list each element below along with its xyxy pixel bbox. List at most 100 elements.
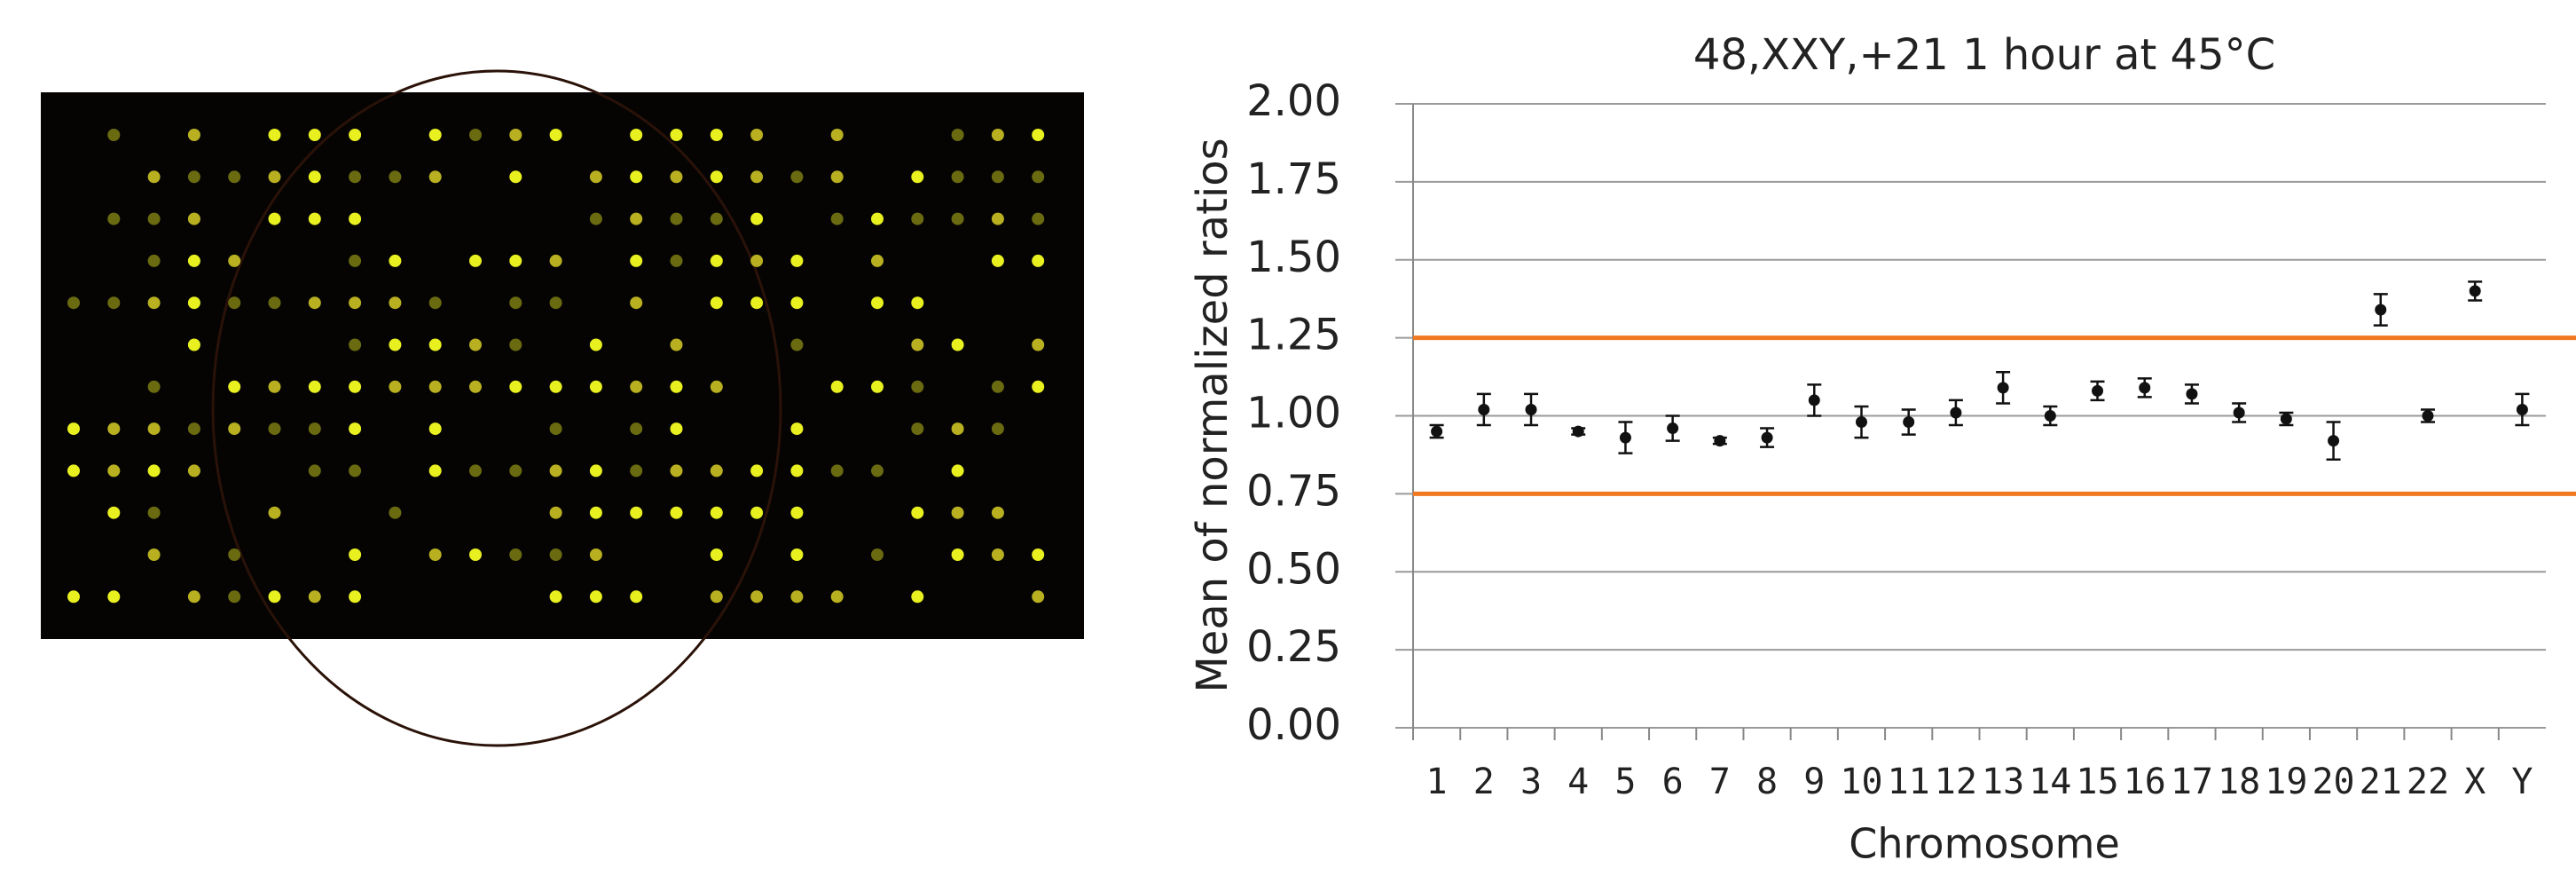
array-spot: [269, 296, 281, 309]
array-spot: [509, 381, 522, 393]
array-spot: [550, 381, 562, 393]
array-spot: [269, 590, 281, 603]
array-spot: [148, 464, 161, 477]
array-spot: [911, 296, 923, 309]
array-spot: [469, 339, 482, 351]
array-spot: [1032, 255, 1044, 267]
array-spot: [429, 129, 442, 141]
array-spot: [790, 339, 803, 351]
array-spot: [992, 129, 1004, 141]
array-spot: [992, 255, 1004, 267]
array-spot: [871, 464, 884, 477]
x-tick-label: 7: [1709, 762, 1731, 802]
data-point: [1809, 394, 1820, 406]
figure: 48,XXY,+21 1 hour at 45°C Mean of normal…: [0, 0, 2576, 872]
array-spot: [711, 507, 723, 519]
array-spot: [550, 507, 562, 519]
array-spot: [952, 170, 964, 183]
array-spot: [429, 170, 442, 183]
array-spot: [389, 381, 401, 393]
array-spot: [790, 422, 803, 435]
array-spot: [871, 548, 884, 561]
array-spot: [188, 464, 200, 477]
array-spot: [1032, 590, 1044, 603]
array-spot: [630, 213, 642, 225]
array-spot: [750, 464, 763, 477]
array-spot: [671, 129, 683, 141]
array-spot: [831, 381, 844, 393]
array-spot: [630, 422, 642, 435]
array-spot: [309, 170, 321, 183]
array-spot: [790, 507, 803, 519]
array-spot: [952, 507, 964, 519]
array-spot: [750, 213, 763, 225]
data-point: [1762, 432, 1773, 444]
array-spot: [952, 213, 964, 225]
array-spot: [992, 213, 1004, 225]
x-tick-label: Y: [2511, 762, 2533, 802]
array-spot: [550, 129, 562, 141]
array-spot: [349, 422, 361, 435]
array-spot: [711, 255, 723, 267]
y-tick-label: 0.00: [1246, 700, 1341, 750]
y-tick-label: 0.75: [1246, 466, 1341, 516]
array-spot: [349, 129, 361, 141]
array-spot: [992, 170, 1004, 183]
array-spot: [630, 255, 642, 267]
x-tick-label: 20: [2312, 762, 2354, 802]
x-tick-label: 14: [2029, 762, 2071, 802]
array-spot: [469, 464, 482, 477]
array-spot: [188, 255, 200, 267]
x-tick-label: 17: [2171, 762, 2213, 802]
array-spot: [952, 464, 964, 477]
array-spot: [1032, 381, 1044, 393]
array-spot: [831, 590, 844, 603]
array-spot: [750, 590, 763, 603]
array-spot: [269, 170, 281, 183]
array-spot: [1032, 548, 1044, 561]
array-spot: [107, 422, 120, 435]
array-spot: [590, 381, 602, 393]
array-spot: [831, 129, 844, 141]
array-spot: [831, 464, 844, 477]
array-spot: [671, 213, 683, 225]
array-spot: [228, 170, 240, 183]
array-spot: [188, 213, 200, 225]
array-spot: [107, 213, 120, 225]
x-tick-label: 1: [1426, 762, 1448, 802]
array-spot: [148, 548, 161, 561]
x-tick-label: 8: [1756, 762, 1778, 802]
data-point: [1714, 435, 1725, 446]
array-spot: [911, 590, 923, 603]
array-spot: [1032, 339, 1044, 351]
array-spot: [711, 548, 723, 561]
array-spot: [188, 422, 200, 435]
array-spot: [389, 507, 401, 519]
data-point: [2375, 304, 2386, 315]
array-spot: [911, 381, 923, 393]
array-spot: [228, 381, 240, 393]
array-spot: [107, 296, 120, 309]
array-spot: [349, 381, 361, 393]
x-tick-label: 18: [2218, 762, 2260, 802]
array-spot: [630, 170, 642, 183]
x-tick-label: 21: [2360, 762, 2402, 802]
chart-title: 48,XXY,+21 1 hour at 45°C: [1693, 30, 2275, 80]
array-spot: [790, 590, 803, 603]
array-spot: [590, 170, 602, 183]
array-spot: [67, 590, 80, 603]
array-spot: [148, 170, 161, 183]
x-tick-label: 10: [1840, 762, 1882, 802]
array-spot: [590, 590, 602, 603]
array-spot: [67, 464, 80, 477]
array-spot: [107, 464, 120, 477]
array-spot: [188, 129, 200, 141]
array-spot: [711, 381, 723, 393]
array-spot: [429, 464, 442, 477]
x-tick-label: 16: [2124, 762, 2166, 802]
array-spot: [1032, 170, 1044, 183]
array-spot: [509, 129, 522, 141]
data-point: [2234, 406, 2245, 418]
x-tick-label: 22: [2407, 762, 2449, 802]
array-spot: [349, 255, 361, 267]
